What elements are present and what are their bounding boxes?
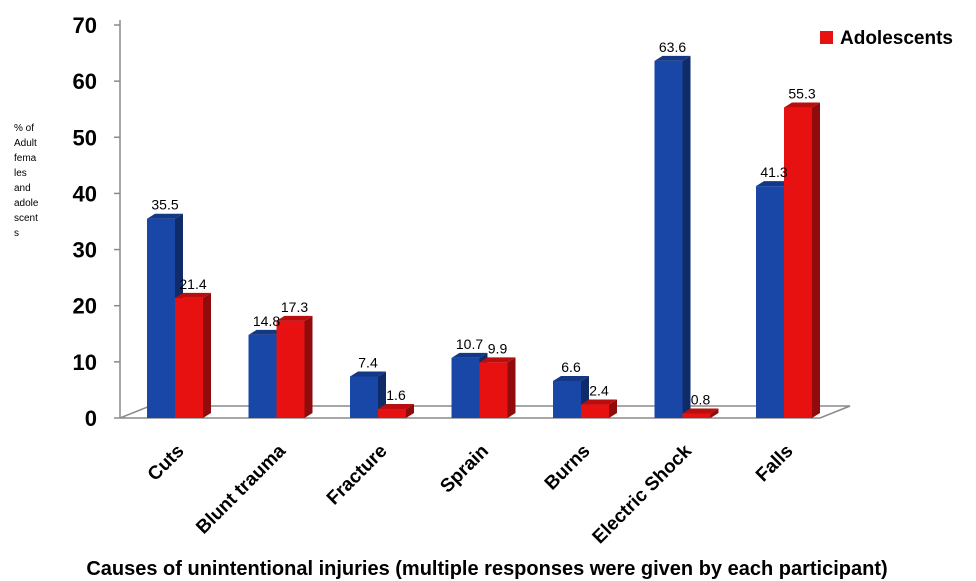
bars	[147, 55, 820, 418]
y-axis-label-line: and	[14, 183, 31, 194]
legend-label-adolescents: Adolescents	[840, 28, 953, 49]
category-labels: Cuts Blunt trauma Fracture Sprain BurnsElect…	[144, 440, 798, 548]
y-axis-label-line: fema	[14, 153, 37, 164]
data-label: 9.9	[488, 340, 508, 356]
y-axis-label-line: les	[14, 168, 27, 179]
data-label: 10.7	[456, 336, 483, 352]
y-tick-label: 0	[85, 406, 97, 431]
x-axis-title: Causes of unintentional injuries (multip…	[86, 558, 887, 580]
category-label: Sprain	[436, 441, 493, 498]
bar-adolescents-4	[581, 399, 617, 418]
y-axis-label: % of Adult fema les and adole scent s	[14, 123, 39, 239]
y-tick-label: 50	[73, 125, 97, 150]
data-label: 7.4	[358, 354, 378, 370]
data-label: 17.3	[281, 299, 308, 315]
category-label: Cuts	[144, 441, 189, 486]
y-axis-label-line: s	[14, 228, 19, 239]
bar-adolescents-6	[784, 102, 820, 418]
category-label: Blunt trauma	[192, 440, 290, 538]
y-tick-label: 70	[73, 13, 97, 38]
data-label: 1.6	[386, 387, 406, 403]
data-label: 6.6	[561, 359, 581, 375]
data-label: 55.3	[788, 86, 815, 102]
y-tick-label: 40	[73, 181, 97, 206]
category-label: Fracture	[323, 441, 392, 510]
y-axis-label-line: Adult	[14, 138, 37, 149]
bar-adolescents-5	[682, 408, 719, 418]
category-label: Electric Shock	[589, 440, 697, 548]
data-label: 35.5	[151, 197, 178, 213]
bar-adolescents-2	[378, 404, 414, 418]
data-label: 63.6	[659, 39, 686, 55]
data-label: 2.4	[589, 383, 609, 399]
category-label: Burns	[541, 441, 595, 495]
y-axis-label-line: % of	[14, 123, 34, 134]
y-tick-label: 60	[73, 69, 97, 94]
y-tick-label: 10	[73, 350, 97, 375]
legend: Adolescents	[820, 28, 953, 49]
y-tick-label: 20	[73, 294, 97, 319]
y-axis-ticks: 0 10 20 30 40 50 60 70	[73, 13, 120, 431]
bar-adolescents-1	[276, 315, 313, 418]
bar-adult-females-5	[654, 55, 691, 418]
y-axis-label-line: scent	[14, 213, 38, 224]
data-label: 21.4	[179, 276, 206, 292]
bar-adolescents-0	[175, 292, 211, 418]
data-label: 14.8	[253, 313, 280, 329]
data-labels: 35.5 21.4 14.817.3 7.4 1.6 10.7 9.9 6.6 2.4 63.6 0…	[151, 39, 815, 408]
legend-swatch-adolescents	[820, 31, 833, 44]
category-label: Falls	[752, 441, 797, 486]
y-tick-label: 30	[73, 238, 97, 263]
data-label: 0.8	[691, 392, 711, 408]
bar-adolescents-3	[479, 357, 516, 418]
y-axis-label-line: adole	[14, 198, 39, 209]
data-label: 41.3	[760, 164, 787, 180]
